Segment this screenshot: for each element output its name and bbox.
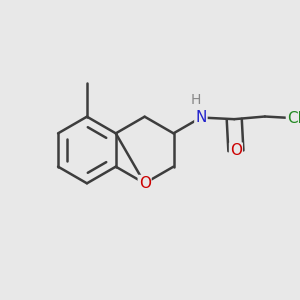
- Text: H: H: [191, 93, 201, 107]
- Text: O: O: [230, 143, 242, 158]
- Text: N: N: [195, 110, 207, 125]
- Text: Cl: Cl: [287, 111, 300, 126]
- Text: O: O: [139, 176, 151, 191]
